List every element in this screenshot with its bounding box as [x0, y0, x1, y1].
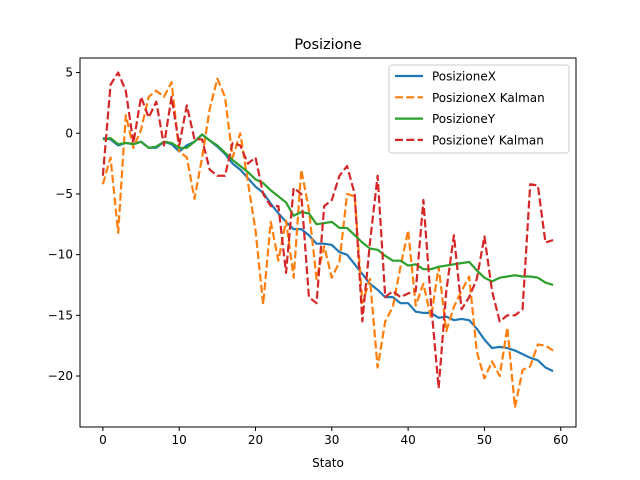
x-tick-label: 0: [99, 433, 107, 447]
y-axis: 5 0 −5 −10 −15 −20: [48, 66, 80, 383]
legend-label: PosizioneX Kalman: [432, 91, 545, 105]
axes-frame: [79, 57, 577, 428]
legend-label: PosizioneX: [432, 70, 496, 84]
legend-box: [388, 64, 570, 154]
y-tick-label: −15: [48, 308, 73, 322]
legend-label: PosizioneY: [432, 112, 496, 126]
x-axis: 0 10 20 30 40 50 60: [99, 427, 568, 447]
plot-area: [101, 71, 554, 409]
y-tick-label: −10: [48, 248, 73, 262]
y-tick-label: 0: [65, 126, 73, 140]
y-tick-label: −5: [55, 187, 73, 201]
y-tick-label: −20: [48, 369, 73, 383]
series-line-0: [102, 133, 554, 373]
x-tick-label: 20: [248, 433, 263, 447]
x-tick-label: 30: [324, 433, 339, 447]
x-tick-label: 10: [172, 433, 187, 447]
x-tick-label: 60: [553, 433, 568, 447]
x-tick-label: 40: [400, 433, 415, 447]
legend: PosizioneX PosizioneX Kalman PosizioneY Pos…: [388, 64, 570, 154]
legend-label: PosizioneY Kalman: [432, 133, 544, 147]
series-line-3: [101, 71, 554, 390]
x-tick-label: 50: [477, 433, 492, 447]
chart-title: Posizione: [294, 37, 361, 53]
x-axis-label: Stato: [312, 456, 344, 470]
series-line-2: [102, 133, 554, 287]
y-tick-label: 5: [65, 66, 73, 80]
